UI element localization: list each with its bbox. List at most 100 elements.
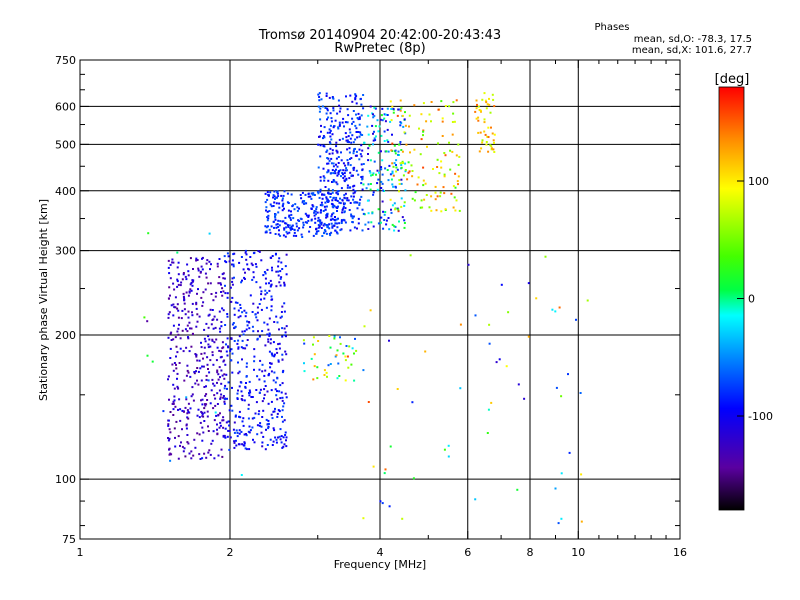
data-point xyxy=(276,223,279,226)
data-point xyxy=(390,178,393,181)
data-point xyxy=(316,211,319,214)
data-point xyxy=(325,216,328,219)
data-point xyxy=(177,316,180,319)
data-point xyxy=(241,339,244,342)
data-point xyxy=(224,384,227,387)
data-point xyxy=(411,401,414,404)
data-point xyxy=(260,259,263,262)
data-point xyxy=(344,132,347,135)
data-point xyxy=(218,310,221,313)
data-point xyxy=(318,135,320,138)
data-point xyxy=(272,205,275,207)
data-point xyxy=(207,343,210,346)
data-point xyxy=(339,107,342,110)
data-point xyxy=(400,182,403,185)
data-point xyxy=(419,153,422,156)
data-point xyxy=(264,344,267,347)
data-point xyxy=(300,233,303,236)
data-point xyxy=(283,327,286,330)
data-point xyxy=(354,97,357,99)
data-point xyxy=(223,377,226,380)
data-point xyxy=(212,363,215,366)
data-point xyxy=(392,174,395,177)
data-point xyxy=(313,210,316,212)
data-point xyxy=(216,262,219,265)
data-point xyxy=(388,164,391,167)
data-point xyxy=(196,292,198,295)
data-point xyxy=(267,214,270,217)
data-point xyxy=(290,193,293,196)
data-point xyxy=(205,322,208,325)
data-point xyxy=(181,309,184,312)
data-point xyxy=(434,191,437,194)
data-point xyxy=(219,412,221,415)
y-tick-label: 200 xyxy=(55,329,76,342)
data-point xyxy=(330,120,333,123)
data-point xyxy=(276,415,279,418)
data-point xyxy=(332,109,335,112)
data-point xyxy=(203,407,206,410)
data-point xyxy=(272,379,275,382)
data-point xyxy=(322,137,324,140)
data-point xyxy=(372,172,375,175)
data-point xyxy=(186,364,189,367)
data-point xyxy=(188,321,191,324)
data-point xyxy=(173,387,176,390)
data-point xyxy=(255,281,258,284)
data-point xyxy=(355,349,358,352)
data-point xyxy=(295,225,298,228)
data-point xyxy=(292,204,294,207)
y-tick-label: 75 xyxy=(62,533,76,546)
data-point xyxy=(293,231,296,234)
data-point xyxy=(396,168,399,171)
data-point xyxy=(230,348,233,351)
y-axis-label: Stationary phase Virtual Height [km] xyxy=(37,199,50,401)
data-point xyxy=(377,208,380,211)
data-point xyxy=(373,106,376,109)
data-point xyxy=(329,124,332,127)
data-point xyxy=(185,423,188,426)
data-point xyxy=(345,139,348,142)
data-point xyxy=(223,387,226,390)
data-point xyxy=(188,452,191,455)
data-point xyxy=(267,338,270,341)
data-point xyxy=(210,293,213,295)
data-point xyxy=(401,160,404,163)
data-point xyxy=(263,393,266,396)
data-point xyxy=(185,398,188,401)
data-point xyxy=(174,405,177,408)
data-point xyxy=(199,271,202,274)
data-point xyxy=(242,333,245,336)
data-point xyxy=(216,392,219,395)
data-point xyxy=(319,190,322,193)
data-point xyxy=(272,220,275,223)
data-point xyxy=(335,196,338,199)
data-point xyxy=(336,183,339,186)
data-point xyxy=(191,311,193,314)
data-point xyxy=(289,228,292,231)
data-point xyxy=(339,169,342,172)
data-point xyxy=(181,329,184,332)
data-point xyxy=(311,204,314,207)
data-point xyxy=(346,108,349,111)
data-point xyxy=(284,235,287,238)
data-point xyxy=(369,105,372,108)
data-point xyxy=(399,109,402,112)
data-point xyxy=(186,330,189,333)
data-point xyxy=(277,436,279,439)
data-point xyxy=(477,119,480,122)
data-point xyxy=(226,387,228,390)
data-point xyxy=(293,208,296,211)
data-point xyxy=(256,375,259,378)
data-point xyxy=(493,133,496,136)
data-point xyxy=(404,189,407,192)
data-point xyxy=(386,169,389,171)
data-point xyxy=(241,311,244,314)
data-point xyxy=(225,350,228,353)
data-point xyxy=(354,93,357,96)
data-point xyxy=(328,227,331,230)
data-point xyxy=(229,359,232,362)
data-point xyxy=(405,143,408,146)
data-point xyxy=(280,194,283,197)
data-point xyxy=(199,421,202,424)
